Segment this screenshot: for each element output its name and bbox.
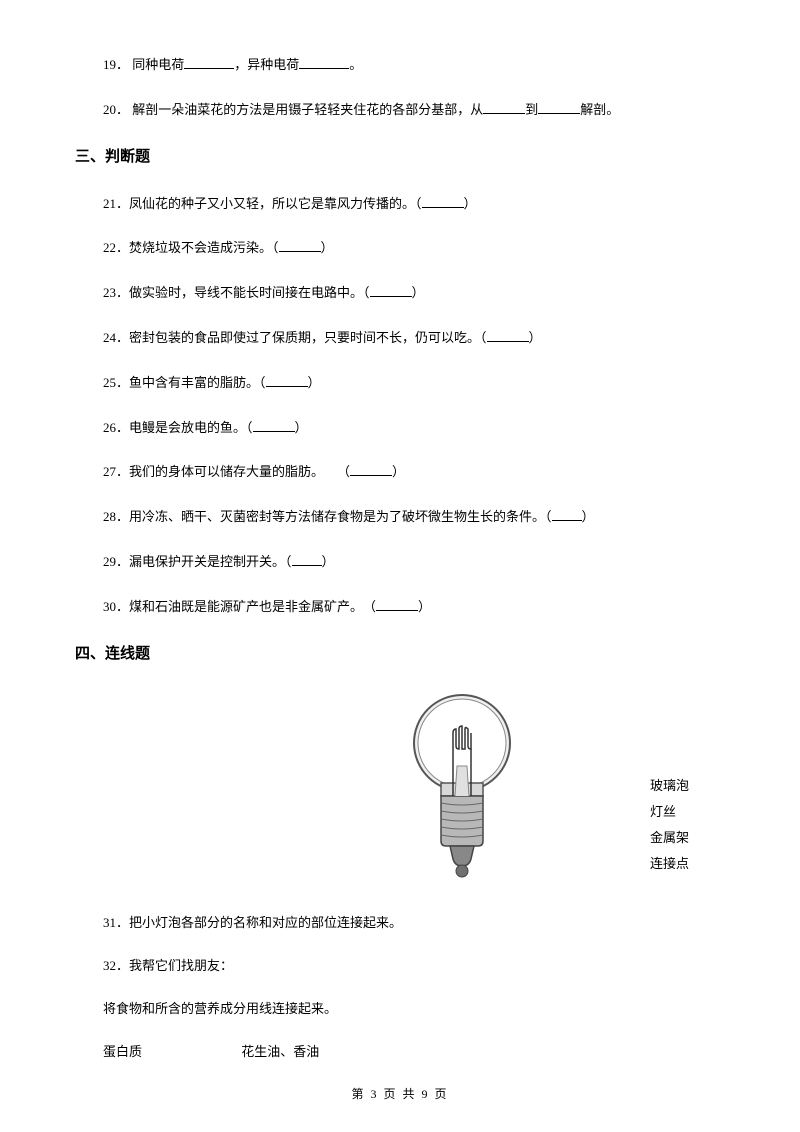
q32-match: 蛋白质 花生油、香油: [75, 1041, 725, 1060]
q-text: 鱼中含有丰富的脂肪。（: [129, 375, 266, 390]
q32-num: 32．: [103, 958, 129, 973]
q31-container: 玻璃泡 灯丝 金属架 连接点 31．把小灯泡各部分的名称和对应的部位连接起来。: [75, 691, 725, 931]
blank: [538, 100, 580, 114]
question-23: 23．做实验时，导线不能长时间接在电路中。（ ）: [75, 283, 725, 304]
blank: [279, 238, 321, 252]
q-num: 21．: [103, 196, 129, 211]
blank: [292, 552, 322, 566]
q-text: 用冷冻、晒干、灭菌密封等方法储存食物是为了破坏微生物生长的条件。（: [129, 509, 552, 524]
question-30: 30．煤和石油既是能源矿产也是非金属矿产。 （ ）: [75, 597, 725, 618]
blank: [422, 194, 464, 208]
q31-text: 31．把小灯泡各部分的名称和对应的部位连接起来。: [103, 912, 402, 931]
q-num: 25．: [103, 375, 129, 390]
label-contact: 连接点: [650, 851, 689, 877]
q-end: ）: [529, 330, 542, 345]
blank: [487, 328, 529, 342]
q-end: ）: [464, 196, 477, 211]
q-end: ）: [418, 599, 431, 614]
blank: [376, 597, 418, 611]
q-text: 电鳗是会放电的鱼。（: [129, 420, 253, 435]
section-3-header: 三、判断题: [75, 145, 725, 166]
page-footer: 第 3 页 共 9 页: [0, 1085, 800, 1102]
q-text: 漏电保护开关是控制开关。（: [129, 554, 292, 569]
q-end: ）: [412, 285, 425, 300]
judgment-container: 21．凤仙花的种子又小又轻，所以它是靠风力传播的。（）22．焚烧垃圾不会造成污染…: [75, 194, 725, 618]
blank: [299, 55, 349, 69]
question-19: 19． 同种电荷 ，异种电荷 。: [75, 55, 725, 76]
q19-num: 19．: [103, 57, 129, 72]
label-filament: 灯丝: [650, 799, 689, 825]
q-end: ）: [392, 464, 405, 479]
label-metal: 金属架: [650, 825, 689, 851]
q-num: 26．: [103, 420, 129, 435]
blank: [370, 283, 412, 297]
match-left: 蛋白质: [103, 1041, 238, 1060]
q31-body: 把小灯泡各部分的名称和对应的部位连接起来。: [129, 915, 402, 930]
question-26: 26．电鳗是会放电的鱼。（ ）: [75, 418, 725, 439]
q32-line: 32．我帮它们找朋友：: [75, 955, 725, 974]
q-end: ）: [582, 509, 595, 524]
q32-text: 我帮它们找朋友：: [129, 958, 233, 973]
q-num: 30．: [103, 599, 129, 614]
question-24: 24．密封包装的食品即使过了保质期，只要时间不长，仍可以吃。（ ）: [75, 328, 725, 349]
q-text: 凤仙花的种子又小又轻，所以它是靠风力传播的。（: [129, 196, 422, 211]
q32-subtext: 将食物和所含的营养成分用线连接起来。: [75, 998, 725, 1017]
q-end: ）: [321, 240, 334, 255]
q20-num: 20．: [103, 102, 129, 117]
q19-text-b: ，异种电荷: [234, 57, 299, 72]
blank: [552, 507, 582, 521]
q-text: 我们的身体可以储存大量的脂肪。 （: [129, 464, 350, 479]
label-glass: 玻璃泡: [650, 773, 689, 799]
q-text: 密封包装的食品即使过了保质期，只要时间不长，仍可以吃。（: [129, 330, 487, 345]
q-num: 23．: [103, 285, 129, 300]
bulb-labels: 玻璃泡 灯丝 金属架 连接点: [650, 773, 689, 877]
blank: [253, 418, 295, 432]
q-num: 27．: [103, 464, 129, 479]
q-text: 焚烧垃圾不会造成污染。（: [129, 240, 279, 255]
question-25: 25．鱼中含有丰富的脂肪。（ ）: [75, 373, 725, 394]
q-text: 煤和石油既是能源矿产也是非金属矿产。 （: [129, 599, 376, 614]
q19-text-c: 。: [349, 57, 362, 72]
q-num: 24．: [103, 330, 129, 345]
question-29: 29．漏电保护开关是控制开关。（ ）: [75, 552, 725, 573]
q31-num: 31．: [103, 915, 129, 930]
q-end: ）: [322, 554, 335, 569]
question-21: 21．凤仙花的种子又小又轻，所以它是靠风力传播的。（ ）: [75, 194, 725, 215]
q-end: ）: [295, 420, 308, 435]
question-28: 28．用冷冻、晒干、灭菌密封等方法储存食物是为了破坏微生物生长的条件。（ ）: [75, 507, 725, 528]
q-num: 22．: [103, 240, 129, 255]
question-20: 20． 解剖一朵油菜花的方法是用镊子轻轻夹住花的各部分基部，从 到 解剖。: [75, 100, 725, 121]
lightbulb-diagram: [405, 691, 520, 891]
blank: [266, 373, 308, 387]
question-22: 22．焚烧垃圾不会造成污染。（ ）: [75, 238, 725, 259]
q-num: 29．: [103, 554, 129, 569]
match-right: 花生油、香油: [241, 1044, 319, 1059]
q-num: 28．: [103, 509, 129, 524]
q20-text-c: 解剖。: [580, 102, 619, 117]
q-end: ）: [308, 375, 321, 390]
q20-text-a: 解剖一朵油菜花的方法是用镊子轻轻夹住花的各部分基部，从: [132, 102, 483, 117]
q19-text-a: 同种电荷: [132, 57, 184, 72]
blank: [184, 55, 234, 69]
blank: [483, 100, 525, 114]
question-27: 27．我们的身体可以储存大量的脂肪。 （ ）: [75, 462, 725, 483]
q-text: 做实验时，导线不能长时间接在电路中。（: [129, 285, 370, 300]
blank: [350, 462, 392, 476]
q32-section: 32．我帮它们找朋友： 将食物和所含的营养成分用线连接起来。 蛋白质 花生油、香…: [75, 955, 725, 1060]
section-4-header: 四、连线题: [75, 642, 725, 663]
q20-text-b: 到: [525, 102, 538, 117]
